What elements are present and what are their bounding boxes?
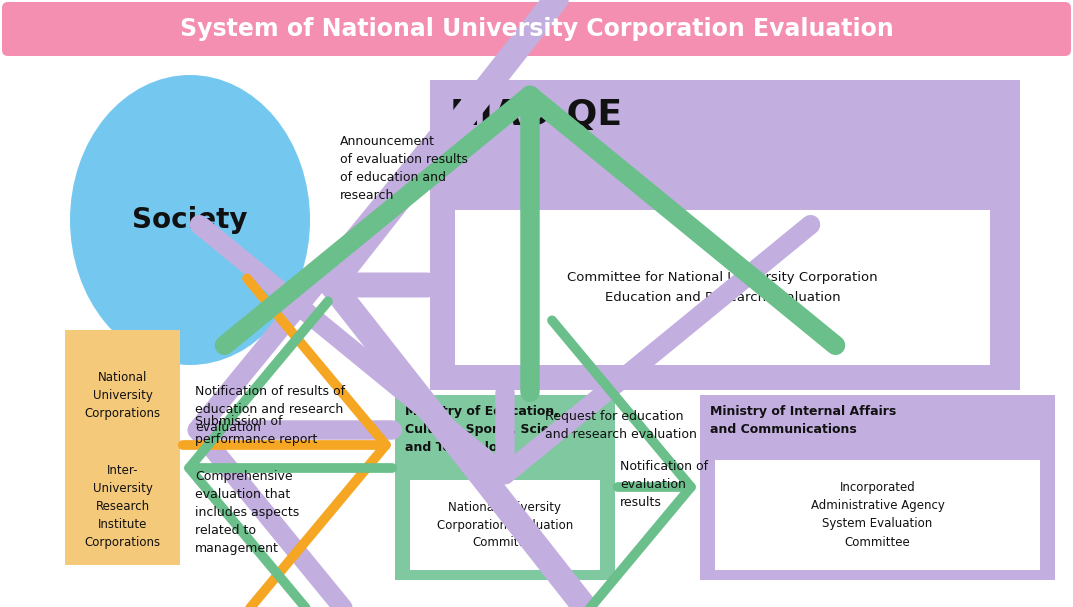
- Ellipse shape: [70, 75, 310, 365]
- FancyBboxPatch shape: [715, 460, 1040, 570]
- Text: Submission of
performance report: Submission of performance report: [195, 415, 318, 446]
- Text: Request for education
and research evaluation: Request for education and research evalu…: [545, 410, 696, 441]
- Text: System of National University Corporation Evaluation: System of National University Corporatio…: [179, 17, 894, 41]
- FancyBboxPatch shape: [700, 395, 1055, 580]
- Text: Committee for National University Corporation
Education and Research Evaluation: Committee for National University Corpor…: [568, 271, 878, 304]
- Text: Inter-
University
Research
Institute
Corporations: Inter- University Research Institute Cor…: [85, 464, 161, 549]
- Text: National
University
Corporations: National University Corporations: [85, 371, 161, 420]
- FancyBboxPatch shape: [65, 330, 180, 565]
- Text: Notification of
evaluation
results: Notification of evaluation results: [620, 460, 708, 509]
- Text: Comprehensive
evaluation that
includes aspects
related to
management: Comprehensive evaluation that includes a…: [195, 470, 299, 555]
- FancyBboxPatch shape: [430, 80, 1020, 390]
- Text: Ministry of Internal Affairs
and Communications: Ministry of Internal Affairs and Communi…: [710, 405, 896, 436]
- FancyBboxPatch shape: [2, 2, 1071, 56]
- Text: NIAD-QE: NIAD-QE: [450, 98, 623, 132]
- Text: Ministry of Education,
Culture, Sports, Science
and Technology: Ministry of Education, Culture, Sports, …: [405, 405, 574, 454]
- Text: Incorporated
Administrative Agency
System Evaluation
Committee: Incorporated Administrative Agency Syste…: [810, 481, 944, 549]
- FancyBboxPatch shape: [395, 395, 615, 580]
- Text: Announcement
of evaluation results
of education and
research: Announcement of evaluation results of ed…: [340, 135, 468, 202]
- FancyBboxPatch shape: [410, 480, 600, 570]
- Text: Notification of results of
education and research
evaluation: Notification of results of education and…: [195, 385, 346, 434]
- Text: National University
Corporation Evaluation
Committee: National University Corporation Evaluati…: [437, 501, 573, 549]
- FancyBboxPatch shape: [455, 210, 990, 365]
- Text: Society: Society: [132, 206, 248, 234]
